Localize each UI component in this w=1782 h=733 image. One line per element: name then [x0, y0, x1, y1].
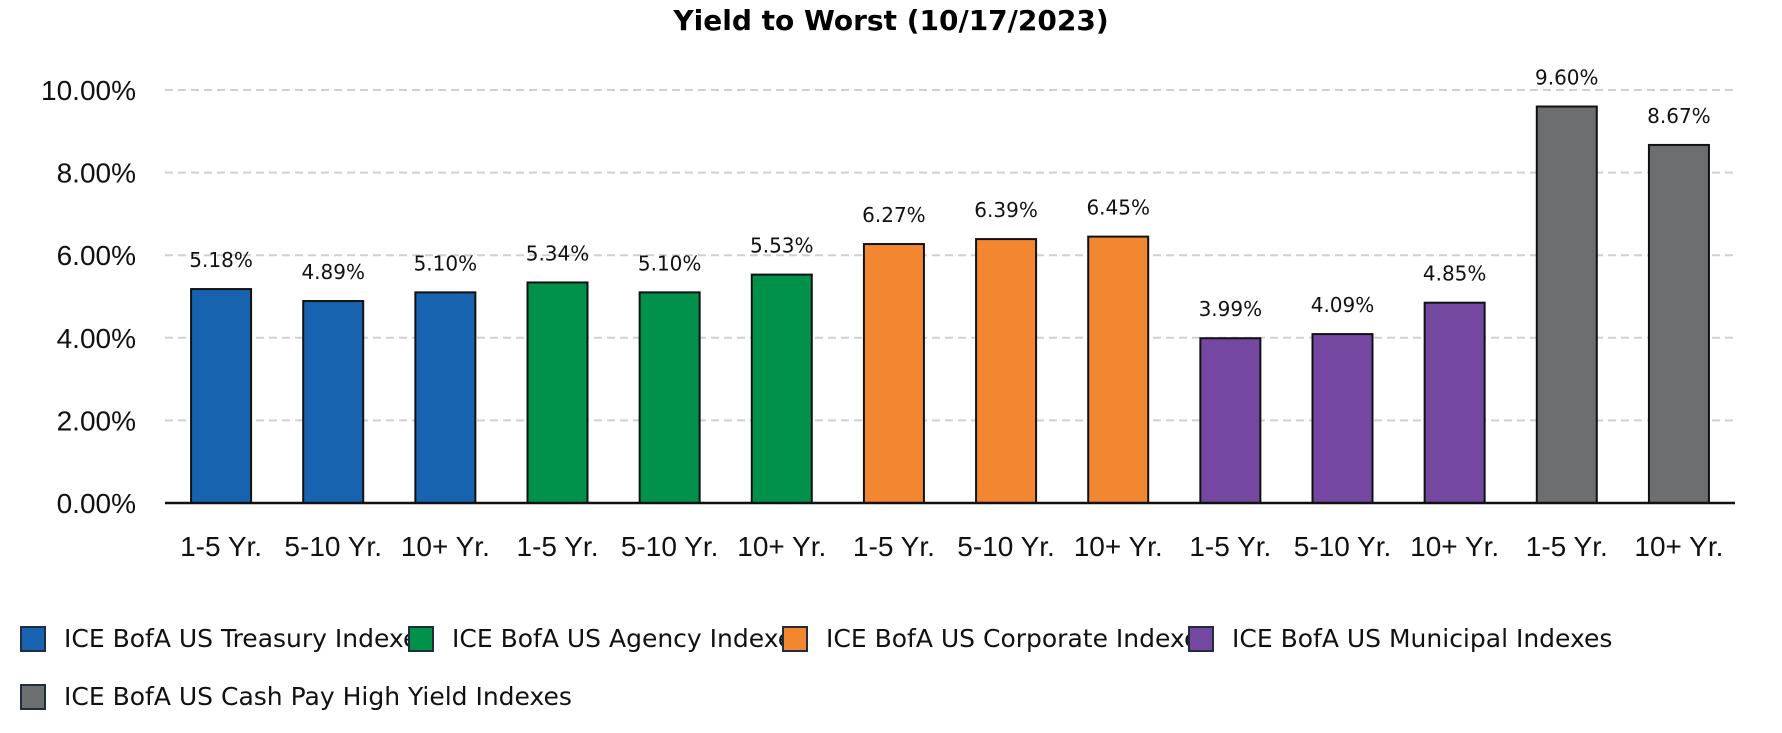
bar [1647, 143, 1710, 505]
x-tick-label: 10+ Yr. [1074, 531, 1163, 562]
y-tick-label: 6.00% [57, 240, 136, 271]
bar [975, 238, 1038, 505]
y-tick-label: 0.00% [57, 488, 136, 519]
bar [862, 243, 925, 504]
bar [1087, 235, 1150, 505]
bar [638, 291, 701, 504]
bar [190, 288, 253, 505]
legend-item-corporate: ICE BofA US Corporate Indexes [782, 624, 1212, 653]
bar [1199, 337, 1262, 505]
legend-label-municipal: ICE BofA US Municipal Indexes [1232, 624, 1613, 653]
data-label: 6.27% [862, 203, 926, 227]
data-label: 5.10% [638, 251, 702, 275]
bar [526, 281, 589, 505]
x-tick-label: 10+ Yr. [737, 531, 826, 562]
legend-item-municipal: ICE BofA US Municipal Indexes [1188, 624, 1612, 653]
data-label: 4.89% [301, 260, 365, 284]
x-tick-label: 1-5 Yr. [1189, 531, 1271, 562]
legend-label-agency: ICE BofA US Agency Indexes [452, 624, 807, 653]
x-tick-label: 1-5 Yr. [853, 531, 935, 562]
bar [1535, 105, 1598, 505]
y-tick-label: 2.00% [57, 405, 136, 436]
x-tick-label: 5-10 Yr. [621, 531, 719, 562]
y-tick-label: 4.00% [57, 323, 136, 354]
data-label: 6.45% [1086, 196, 1150, 220]
data-labels: 5.18% 4.89% 5.10% 5.34% 5.10% 5.53% 6.27% 6.39%… [189, 66, 1710, 322]
bars [190, 105, 1710, 505]
data-label: 5.34% [526, 241, 590, 265]
y-axis-ticks: 0.00% 2.00% 4.00% 6.00% 8.00% 10.00% [41, 75, 136, 519]
legend-label-high-yield: ICE BofA US Cash Pay High Yield Indexes [64, 682, 572, 711]
y-tick-label: 10.00% [41, 75, 136, 106]
legend-item-high-yield: ICE BofA US Cash Pay High Yield Indexes [20, 682, 572, 711]
y-tick-label: 8.00% [57, 158, 136, 189]
x-tick-label: 1-5 Yr. [180, 531, 262, 562]
x-tick-label: 10+ Yr. [1410, 531, 1499, 562]
legend-swatch-municipal [1188, 625, 1214, 652]
bar-chart: 0.00% 2.00% 4.00% 6.00% 8.00% 10.00% 5.18% 4.8… [41, 66, 1735, 562]
legend-item-treasury: ICE BofA US Treasury Indexes [20, 624, 431, 653]
legend-label-corporate: ICE BofA US Corporate Indexes [826, 624, 1213, 653]
legend-swatch-treasury [20, 625, 46, 652]
data-label: 4.09% [1311, 293, 1375, 317]
legend-swatch-corporate [782, 625, 808, 652]
x-axis-ticks: 1-5 Yr. 5-10 Yr. 10+ Yr. 1-5 Yr. 5-10 Yr. 10+… [180, 531, 1723, 562]
data-label: 8.67% [1647, 104, 1711, 128]
x-tick-label: 10+ Yr. [401, 531, 490, 562]
legend-swatch-agency [408, 625, 434, 652]
data-label: 3.99% [1199, 297, 1263, 321]
legend-item-agency: ICE BofA US Agency Indexes [408, 624, 806, 653]
x-tick-label: 5-10 Yr. [957, 531, 1055, 562]
data-label: 9.60% [1535, 66, 1599, 90]
bar [302, 300, 365, 504]
bar [1311, 333, 1374, 505]
data-label: 5.18% [189, 248, 253, 272]
x-tick-label: 5-10 Yr. [1294, 531, 1392, 562]
x-tick-label: 5-10 Yr. [284, 531, 382, 562]
data-label: 4.85% [1423, 262, 1487, 286]
chart-title: Yield to Worst (10/17/2023) [673, 4, 1109, 37]
data-label: 5.10% [414, 251, 478, 275]
data-label: 5.53% [750, 234, 814, 258]
data-label: 6.39% [974, 198, 1038, 222]
x-tick-label: 10+ Yr. [1634, 531, 1723, 562]
gridlines [165, 89, 1735, 422]
x-tick-label: 1-5 Yr. [517, 531, 599, 562]
legend-label-treasury: ICE BofA US Treasury Indexes [64, 624, 432, 653]
bar [414, 291, 477, 504]
bar [750, 273, 813, 504]
bar [1423, 301, 1486, 504]
x-tick-label: 1-5 Yr. [1526, 531, 1608, 562]
legend-swatch-high-yield [20, 683, 46, 710]
